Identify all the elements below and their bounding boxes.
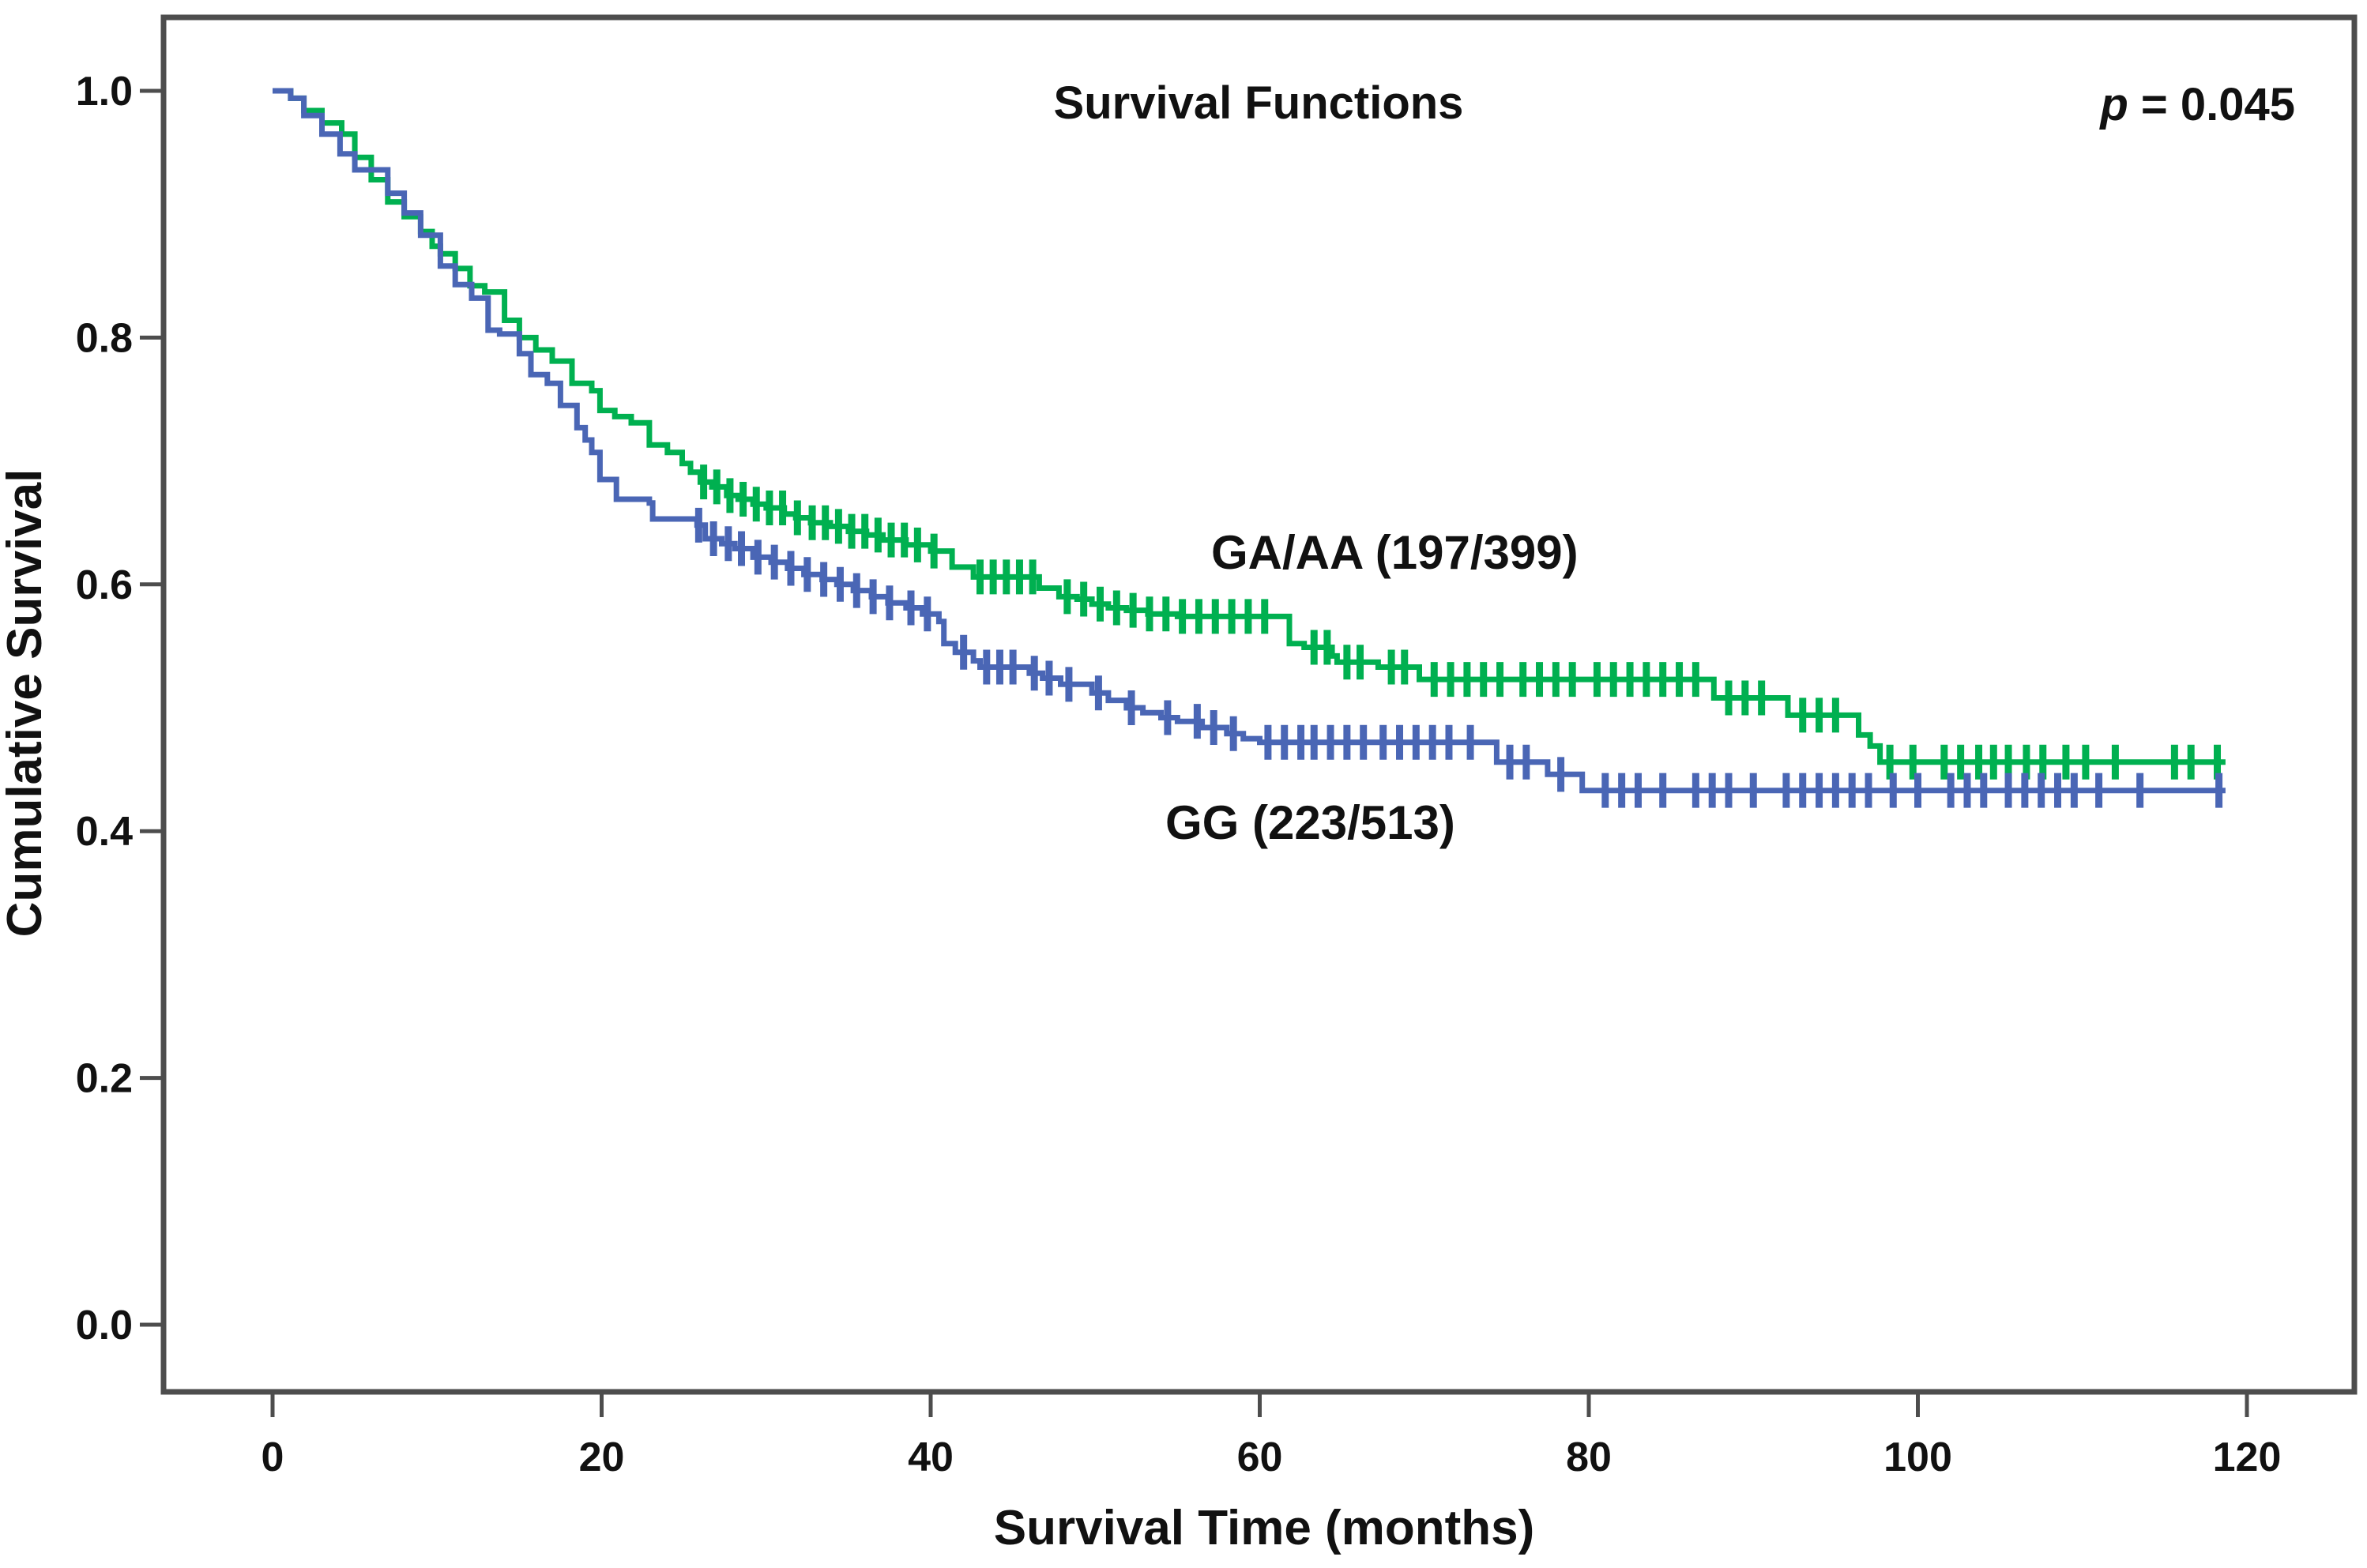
x-tick-label: 20 [579,1435,625,1480]
x-tick-label: 120 [2213,1435,2282,1480]
censor-marks-ga-aa [700,464,2222,780]
y-tick-label: 0.4 [76,809,133,855]
y-tick-label: 0.6 [76,562,133,608]
p-value-symbol: p [2098,79,2128,130]
censor-marks-gg [694,507,2223,808]
series-label-gg: GG (223/513) [1165,796,1455,849]
x-tick-label: 40 [908,1435,954,1480]
x-tick-label: 60 [1237,1435,1283,1480]
x-tick-label: 80 [1566,1435,1612,1480]
y-tick-label: 0.0 [76,1303,133,1348]
p-value-annotation: p = 0.045 [2098,79,2295,130]
series-label-ga-aa: GA/AA (197/399) [1211,526,1579,579]
y-tick-label: 0.2 [76,1056,133,1102]
y-axis-title: Cumulative Survival [0,469,52,938]
p-value-number: = 0.045 [2128,79,2295,130]
y-tick-label: 0.8 [76,315,133,361]
y-axis-ticks: 1.0 0.8 0.6 0.4 0.2 0.0 [76,69,164,1348]
y-tick-label: 1.0 [76,69,133,115]
plot-border [160,14,2358,1395]
survival-curves [273,88,2226,808]
chart-title: Survival Functions [1054,77,1464,129]
survival-curve-gg [273,88,2226,794]
x-axis-title: Survival Time (months) [994,1501,1534,1555]
x-axis-ticks: 0 20 40 60 80 100 120 [262,1392,2282,1480]
x-tick-label: 0 [262,1435,284,1480]
x-tick-label: 100 [1883,1435,1952,1480]
